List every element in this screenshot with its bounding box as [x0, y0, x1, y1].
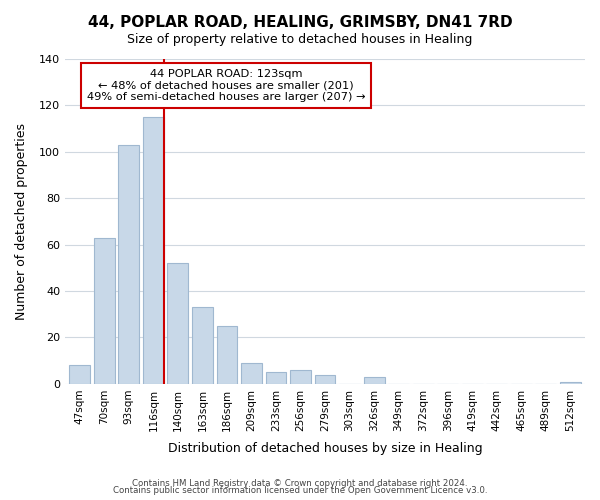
Text: Size of property relative to detached houses in Healing: Size of property relative to detached ho… — [127, 32, 473, 46]
Bar — [364, 377, 385, 384]
Text: Contains public sector information licensed under the Open Government Licence v3: Contains public sector information licen… — [113, 486, 487, 495]
X-axis label: Distribution of detached houses by size in Healing: Distribution of detached houses by size … — [168, 442, 482, 455]
Bar — [70, 366, 90, 384]
Bar — [192, 308, 213, 384]
Bar — [118, 145, 139, 384]
Bar — [266, 372, 286, 384]
Bar — [290, 370, 311, 384]
Text: 44, POPLAR ROAD, HEALING, GRIMSBY, DN41 7RD: 44, POPLAR ROAD, HEALING, GRIMSBY, DN41 … — [88, 15, 512, 30]
Bar — [94, 238, 115, 384]
Y-axis label: Number of detached properties: Number of detached properties — [15, 123, 28, 320]
Bar — [217, 326, 238, 384]
Bar — [314, 374, 335, 384]
Bar — [241, 363, 262, 384]
Bar — [167, 263, 188, 384]
Text: Contains HM Land Registry data © Crown copyright and database right 2024.: Contains HM Land Registry data © Crown c… — [132, 478, 468, 488]
Bar — [560, 382, 581, 384]
Bar — [143, 117, 164, 384]
Text: 44 POPLAR ROAD: 123sqm
← 48% of detached houses are smaller (201)
49% of semi-de: 44 POPLAR ROAD: 123sqm ← 48% of detached… — [87, 68, 365, 102]
